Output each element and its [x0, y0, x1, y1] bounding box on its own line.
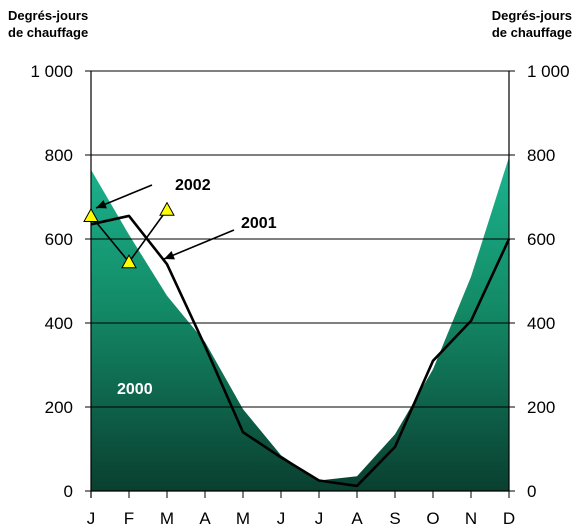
x-tick-label: F	[124, 509, 134, 528]
marker-2002-point	[83, 207, 99, 222]
x-tick-label: D	[503, 509, 515, 528]
annotation-2002-arrow-head	[96, 200, 107, 209]
left-y-tick-label: 0	[64, 482, 73, 501]
left-y-tick-label: 800	[45, 146, 73, 165]
x-tick-label: J	[277, 509, 286, 528]
annotation-label-2000: 2000	[117, 381, 153, 398]
marker-series-layer	[83, 201, 175, 269]
left-y-tick-label: 400	[45, 314, 73, 333]
left-y-tick-label: 1 000	[30, 62, 73, 81]
left-y-tick-label: 200	[45, 398, 73, 417]
right-y-tick-label: 0	[527, 482, 536, 501]
annotation-label-2001: 2001	[241, 215, 277, 232]
tick-labels-layer: 0 0 200 200 400 400 600 600 800 800 1 000 1 000 J F M A…	[30, 62, 569, 528]
left-axis-title-line2: de chauffage	[8, 25, 88, 40]
marker-2002-point	[159, 201, 175, 216]
right-y-tick-label: 1 000	[527, 62, 570, 81]
x-tick-label: J	[87, 509, 96, 528]
area-2000	[91, 157, 509, 491]
left-axis-title-line1: Degrés-jours	[8, 8, 88, 23]
right-y-tick-label: 400	[527, 314, 555, 333]
annotation-2002-arrow-line	[95, 184, 153, 209]
line-2001	[90, 214, 511, 488]
x-tick-label: A	[351, 509, 363, 528]
right-y-tick-label: 200	[527, 398, 555, 417]
left-y-tick-label: 600	[45, 230, 73, 249]
marker-2002-point	[121, 254, 137, 269]
x-tick-label: O	[426, 509, 439, 528]
annotations-layer: 2002 2001 2000	[95, 177, 277, 398]
axes	[85, 70, 515, 498]
annotation-2001-arrow-line	[163, 229, 235, 260]
annotation-2001-arrow-head	[164, 251, 175, 260]
right-axis-title-line1: Degrés-jours	[492, 8, 572, 23]
right-axis-title-line2: de chauffage	[492, 25, 572, 40]
x-tick-label: S	[389, 509, 400, 528]
gridlines	[91, 70, 509, 408]
x-tick-label: A	[199, 509, 211, 528]
annotation-label-2002: 2002	[175, 177, 211, 194]
x-tick-label: M	[236, 509, 250, 528]
right-y-tick-label: 800	[527, 146, 555, 165]
area-series-layer	[91, 157, 509, 491]
x-tick-label: J	[315, 509, 324, 528]
right-y-tick-label: 600	[527, 230, 555, 249]
x-tick-label: N	[465, 509, 477, 528]
x-tick-label: M	[160, 509, 174, 528]
